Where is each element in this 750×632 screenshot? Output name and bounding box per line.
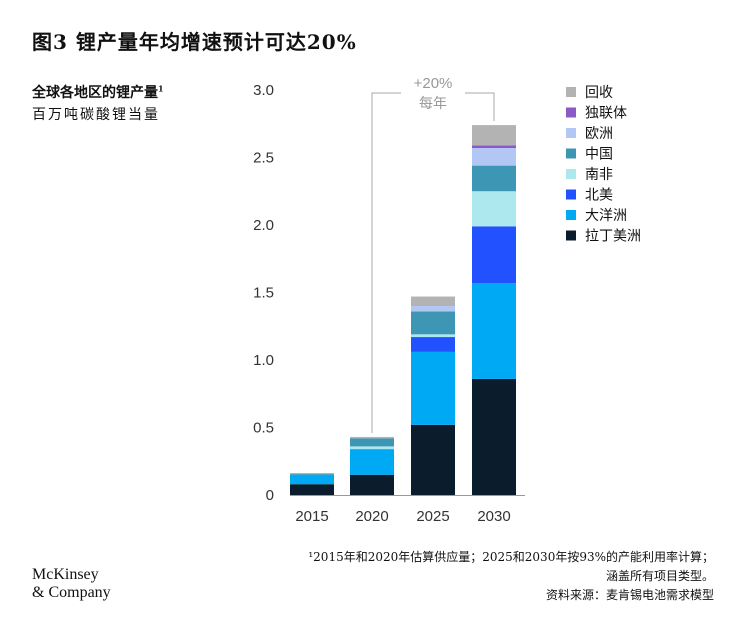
legend-swatch — [566, 128, 576, 138]
x-tick-label: 2030 — [477, 508, 510, 525]
x-tick-label: 2025 — [416, 508, 449, 525]
footnote-line: ¹2015年和2020年估算供应量；2025和2030年按93%的产能利用率计算… — [308, 550, 714, 564]
legend-label: 中国 — [585, 147, 613, 163]
bar-segment — [472, 148, 516, 166]
x-tick-label: 2015 — [295, 508, 328, 525]
y-tick-label: 3.0 — [253, 82, 274, 99]
footnote: ¹2015年和2020年估算供应量；2025和2030年按93%的产能利用率计算… — [308, 548, 714, 605]
y-tick-label: 2.5 — [253, 150, 274, 167]
growth-period-label: 每年 — [419, 96, 447, 112]
legend-label: 北美 — [585, 188, 613, 204]
bar-segment — [411, 334, 455, 338]
x-axis: 2015 2020 2025 2030 — [290, 495, 525, 525]
y-tick-label: 1.0 — [253, 352, 274, 369]
y-tick-label: 1.5 — [253, 285, 274, 302]
y-tick-label: 0.5 — [253, 420, 274, 437]
bar-segment — [350, 446, 394, 450]
legend-label: 大洋洲 — [585, 208, 627, 224]
mckinsey-logo: McKinsey & Company — [32, 566, 111, 601]
bar-segment — [472, 145, 516, 149]
bar-segment — [472, 226, 516, 284]
bar-segment — [472, 125, 516, 146]
legend-swatch — [566, 210, 576, 220]
footnote-line: 涵盖所有项目类型。 — [605, 569, 714, 583]
growth-annotation: +20% 每年 — [371, 73, 495, 433]
legend-label: 回收 — [585, 85, 613, 101]
bar-segment — [350, 474, 394, 495]
bar-segment — [290, 474, 334, 485]
bar-segment — [411, 306, 455, 312]
growth-rate-label: +20% — [414, 75, 453, 92]
bar-segment — [472, 191, 516, 227]
bar-segment — [472, 283, 516, 379]
bar-segment — [472, 165, 516, 192]
bar-segment — [472, 378, 516, 495]
legend-label: 独联体 — [585, 106, 627, 122]
unit-label: 百万吨碳酸锂当量 — [32, 107, 160, 123]
chart-subtitle: 全球各地区的锂产量1 — [32, 83, 164, 101]
bar-segment — [411, 296, 455, 306]
y-tick-label: 2.0 — [253, 217, 274, 234]
bar-segment — [290, 473, 334, 475]
chart-title: 图3 锂产量年均增速预计可达20% — [32, 30, 357, 54]
bar-segment — [411, 424, 455, 495]
legend-swatch — [566, 189, 576, 200]
legend-swatch — [566, 230, 576, 241]
y-axis: 0 0.5 1.0 1.5 2.0 2.5 3.0 — [253, 82, 274, 504]
bar-segment — [350, 438, 394, 447]
legend-swatch — [566, 148, 576, 159]
bar-segment — [411, 351, 455, 425]
bar-segment — [290, 484, 334, 495]
bar-segment — [350, 436, 394, 439]
legend-label: 欧洲 — [585, 126, 613, 142]
legend-swatch — [566, 87, 576, 97]
x-tick-label: 2020 — [355, 508, 388, 525]
bar-segment — [350, 449, 394, 475]
legend-label: 拉丁美洲 — [585, 229, 641, 245]
y-tick-label: 0 — [266, 487, 274, 504]
bar-segment — [411, 311, 455, 335]
legend-swatch — [566, 169, 576, 179]
source-line: 资料来源：麦肯锡电池需求模型 — [545, 588, 714, 602]
bars — [290, 125, 516, 495]
legend-label: 南非 — [585, 167, 613, 183]
legend-swatch — [566, 107, 576, 118]
bar-segment — [411, 337, 455, 352]
annotation-bg — [401, 73, 465, 113]
